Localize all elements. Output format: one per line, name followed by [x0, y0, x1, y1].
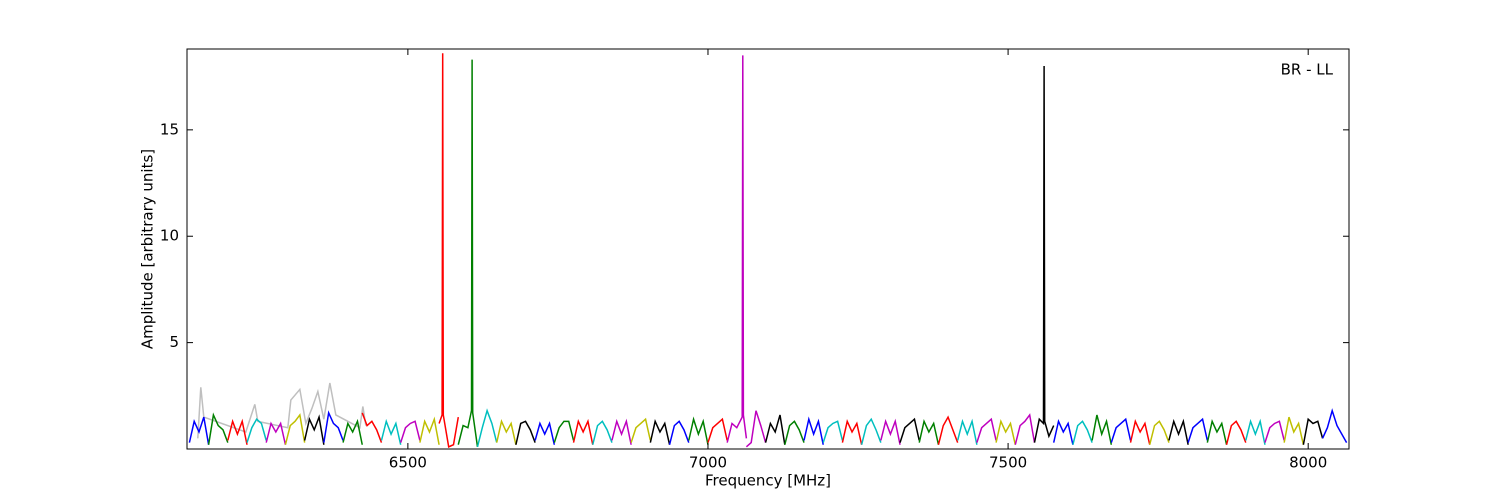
spectrum-line: [361, 412, 383, 443]
plot-frame: [186, 48, 1350, 450]
spectrum-line: [1014, 413, 1036, 445]
spectrum-line: [476, 408, 498, 448]
annotation: BR - LL: [1281, 61, 1334, 79]
spectrum-line: [246, 418, 267, 443]
spectrum-line: [899, 417, 920, 443]
spectrum-line: [227, 418, 248, 445]
plot-lines: [188, 53, 1348, 448]
y-tick-label: 10: [160, 227, 179, 245]
y-tick-label: 15: [160, 120, 179, 138]
y-axis-label: Amplitude [arbitrary units]: [139, 149, 157, 349]
spectrum-line: [1283, 416, 1305, 445]
spectrum-line: [1302, 417, 1324, 445]
x-tick-label: 7500: [989, 454, 1027, 472]
spectrum-line: [1245, 418, 1266, 445]
spectrum-line: [995, 418, 1017, 445]
spectrum-line: [956, 418, 978, 445]
spectrum-line: [860, 417, 882, 445]
spectrum-line: [1052, 418, 1074, 445]
x-tick-label: 8000: [1289, 454, 1327, 472]
spectrum-line: [726, 55, 748, 443]
spectrum-line: [1187, 417, 1209, 443]
spectrum-line: [668, 420, 690, 445]
spectrum-line: [265, 421, 287, 445]
spectrum-line: [1110, 417, 1132, 443]
spectrum-line: [764, 414, 786, 445]
spectrum-line: [534, 421, 556, 445]
spectrum-line: [880, 418, 901, 445]
spectrum-line: [553, 420, 575, 443]
spectrum-line: [284, 413, 306, 445]
x-axis-label: Frequency [MHz]: [705, 472, 831, 490]
spectrum-line: [1072, 420, 1093, 445]
spectrum-line: [611, 418, 632, 445]
spectrum-line: [592, 420, 613, 445]
spectrum-line: [188, 416, 210, 445]
spectrum-line: [1149, 420, 1170, 445]
spectrum-line: [1091, 414, 1113, 445]
spectrum-line: [1129, 418, 1151, 445]
spectrum-line: [822, 420, 844, 443]
spectrum-line: [419, 416, 440, 445]
spectrum-line: [1033, 66, 1055, 443]
spectrum-line: [457, 59, 479, 447]
x-tick-label: 7000: [689, 454, 727, 472]
spectrum-line: [784, 420, 805, 445]
spectrum-line: [1168, 418, 1189, 445]
y-tick-label: 5: [169, 333, 179, 351]
x-tick-label: 6500: [389, 454, 427, 472]
spectrum-line: [841, 418, 863, 445]
spectrum-line: [918, 418, 940, 445]
spectrum-line: [438, 53, 460, 448]
spectrum-line: [1264, 420, 1285, 443]
spectrum-line: [688, 416, 709, 445]
spectrum-line: [342, 418, 363, 445]
spectrum-line: [572, 418, 594, 445]
spectrum-line: [937, 415, 959, 445]
spectrum-line: [649, 418, 671, 445]
spectrum-line: [803, 416, 824, 445]
spectrum-line: [630, 417, 652, 443]
spectrum-line: [707, 417, 728, 443]
spectrum-line: [745, 410, 767, 448]
spectrum-line: [380, 418, 402, 445]
spectrum-line: [207, 412, 229, 445]
spectrum-line: [976, 417, 997, 443]
spectrum-line: [495, 418, 517, 445]
spectrum-line: [1321, 408, 1348, 443]
spectrum-line: [323, 410, 344, 443]
spectrum-line: [515, 420, 536, 445]
spectrum-line: [1206, 418, 1228, 445]
spectrum-line: [303, 414, 325, 445]
spectrum-line: [399, 420, 421, 443]
spectrum-line: [1225, 420, 1247, 445]
